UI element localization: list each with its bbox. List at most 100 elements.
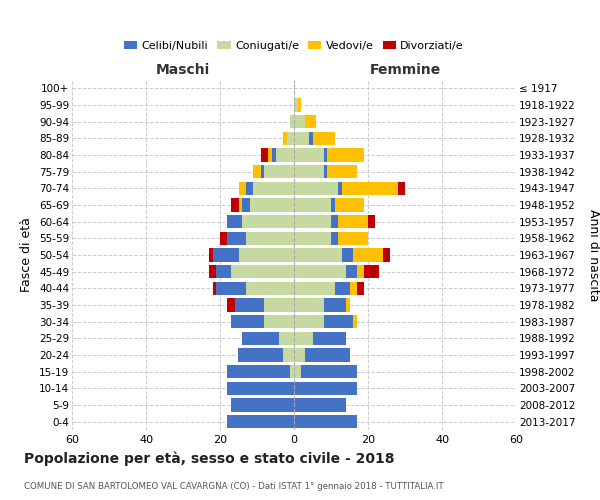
- Bar: [294, 315, 323, 328]
- Bar: [290, 115, 294, 128]
- Bar: [265, 298, 294, 312]
- Bar: [253, 165, 260, 178]
- Bar: [239, 248, 294, 262]
- Bar: [364, 265, 379, 278]
- Bar: [305, 115, 316, 128]
- Bar: [227, 298, 235, 312]
- Bar: [313, 132, 335, 145]
- Bar: [294, 282, 335, 295]
- Bar: [357, 265, 364, 278]
- Bar: [283, 348, 294, 362]
- Bar: [323, 165, 328, 178]
- Bar: [217, 282, 246, 295]
- Bar: [353, 248, 383, 262]
- Bar: [398, 182, 405, 195]
- Bar: [209, 265, 217, 278]
- Bar: [294, 265, 346, 278]
- Bar: [242, 215, 294, 228]
- Bar: [357, 282, 364, 295]
- Bar: [268, 148, 272, 162]
- Bar: [338, 215, 368, 228]
- Bar: [260, 165, 265, 178]
- Bar: [328, 165, 357, 178]
- Bar: [290, 365, 294, 378]
- Bar: [294, 115, 305, 128]
- Bar: [331, 215, 338, 228]
- Bar: [353, 315, 357, 328]
- Bar: [212, 248, 239, 262]
- Bar: [235, 298, 265, 312]
- Bar: [242, 332, 279, 345]
- Bar: [294, 298, 323, 312]
- Bar: [283, 132, 287, 145]
- Bar: [346, 265, 357, 278]
- Bar: [298, 98, 301, 112]
- Bar: [342, 248, 353, 262]
- Bar: [246, 182, 253, 195]
- Bar: [265, 165, 294, 178]
- Bar: [301, 365, 357, 378]
- Bar: [294, 248, 342, 262]
- Bar: [238, 348, 283, 362]
- Bar: [294, 165, 323, 178]
- Bar: [231, 198, 239, 211]
- Bar: [227, 415, 294, 428]
- Bar: [294, 232, 331, 245]
- Bar: [294, 215, 331, 228]
- Bar: [294, 148, 323, 162]
- Bar: [294, 415, 357, 428]
- Bar: [349, 282, 357, 295]
- Bar: [383, 248, 390, 262]
- Bar: [242, 198, 250, 211]
- Bar: [323, 315, 353, 328]
- Bar: [227, 365, 290, 378]
- Bar: [239, 198, 242, 211]
- Bar: [209, 248, 212, 262]
- Bar: [246, 232, 294, 245]
- Bar: [346, 298, 349, 312]
- Bar: [368, 215, 376, 228]
- Bar: [338, 182, 342, 195]
- Bar: [294, 398, 346, 411]
- Bar: [231, 315, 265, 328]
- Bar: [294, 198, 331, 211]
- Bar: [323, 148, 328, 162]
- Bar: [287, 132, 294, 145]
- Bar: [338, 232, 368, 245]
- Text: Popolazione per età, sesso e stato civile - 2018: Popolazione per età, sesso e stato civil…: [24, 451, 395, 466]
- Bar: [253, 182, 294, 195]
- Bar: [335, 198, 364, 211]
- Bar: [305, 348, 349, 362]
- Text: COMUNE DI SAN BARTOLOMEO VAL CAVARGNA (CO) - Dati ISTAT 1° gennaio 2018 - TUTTIT: COMUNE DI SAN BARTOLOMEO VAL CAVARGNA (C…: [24, 482, 443, 491]
- Bar: [331, 232, 338, 245]
- Bar: [279, 332, 294, 345]
- Legend: Celibi/Nubili, Coniugati/e, Vedovi/e, Divorziati/e: Celibi/Nubili, Coniugati/e, Vedovi/e, Di…: [119, 36, 469, 56]
- Bar: [246, 282, 294, 295]
- Text: Maschi: Maschi: [156, 62, 210, 76]
- Bar: [231, 265, 294, 278]
- Bar: [294, 332, 313, 345]
- Bar: [294, 98, 298, 112]
- Bar: [294, 365, 301, 378]
- Bar: [216, 265, 231, 278]
- Bar: [309, 132, 313, 145]
- Bar: [331, 198, 335, 211]
- Bar: [294, 382, 357, 395]
- Bar: [272, 148, 275, 162]
- Y-axis label: Fasce di età: Fasce di età: [20, 218, 34, 292]
- Bar: [342, 182, 398, 195]
- Bar: [250, 198, 294, 211]
- Bar: [227, 382, 294, 395]
- Bar: [212, 282, 217, 295]
- Bar: [275, 148, 294, 162]
- Y-axis label: Anni di nascita: Anni di nascita: [587, 209, 599, 301]
- Bar: [294, 348, 305, 362]
- Bar: [227, 215, 242, 228]
- Bar: [231, 398, 294, 411]
- Bar: [227, 232, 246, 245]
- Bar: [294, 182, 338, 195]
- Bar: [323, 298, 346, 312]
- Bar: [220, 232, 227, 245]
- Bar: [313, 332, 346, 345]
- Bar: [328, 148, 364, 162]
